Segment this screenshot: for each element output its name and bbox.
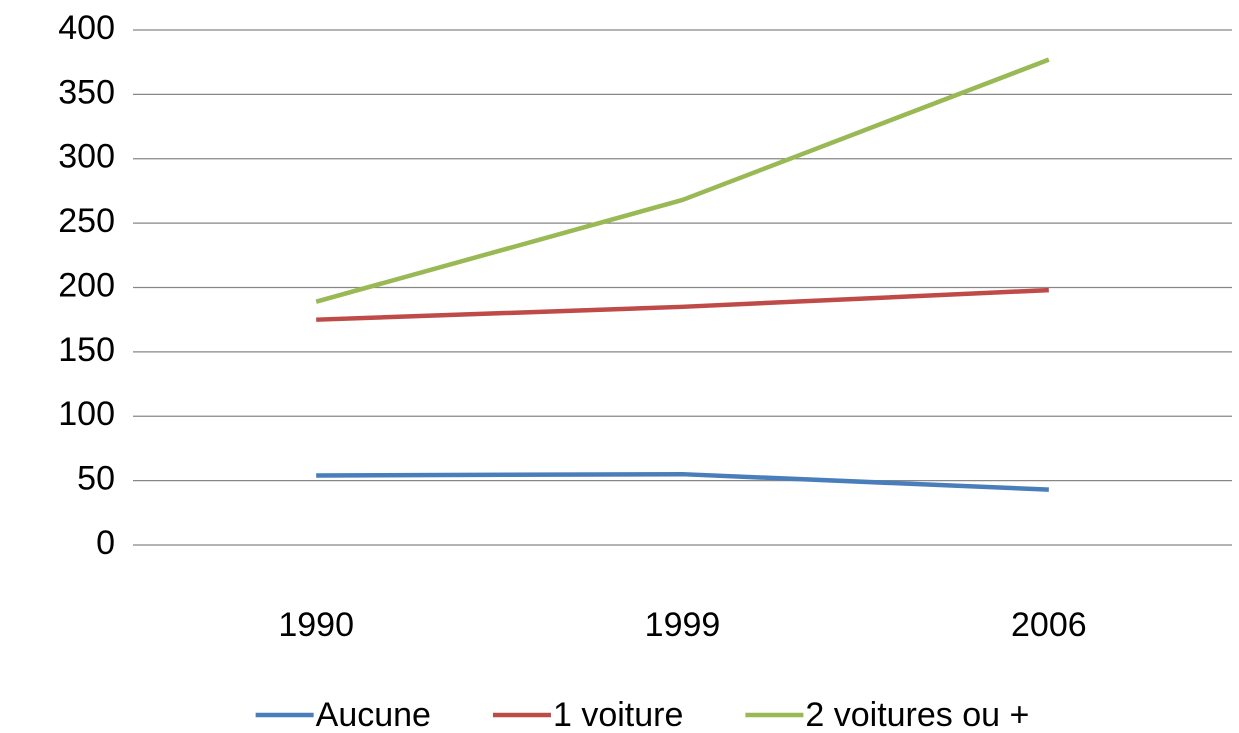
- y-tick-label: 200: [58, 266, 115, 304]
- legend-label: 1 voiture: [553, 696, 683, 733]
- y-tick-label: 300: [58, 138, 115, 176]
- y-tick-label: 50: [77, 460, 115, 498]
- y-tick-label: 400: [58, 9, 115, 47]
- series-line: [316, 471, 1049, 492]
- y-tick-label: 250: [58, 202, 115, 240]
- y-tick-label: 350: [58, 73, 115, 111]
- series-line: [315, 57, 1050, 304]
- legend-label: 2 voitures ou +: [805, 696, 1029, 733]
- y-tick-label: 150: [58, 331, 115, 369]
- legend-label: Aucune: [316, 696, 431, 733]
- y-tick-label: 100: [58, 395, 115, 433]
- series-line: [316, 287, 1049, 322]
- x-tick-label: 1999: [645, 606, 721, 644]
- y-tick-label: 0: [96, 524, 115, 562]
- x-tick-label: 1990: [278, 606, 354, 644]
- x-tick-label: 2006: [1011, 606, 1087, 644]
